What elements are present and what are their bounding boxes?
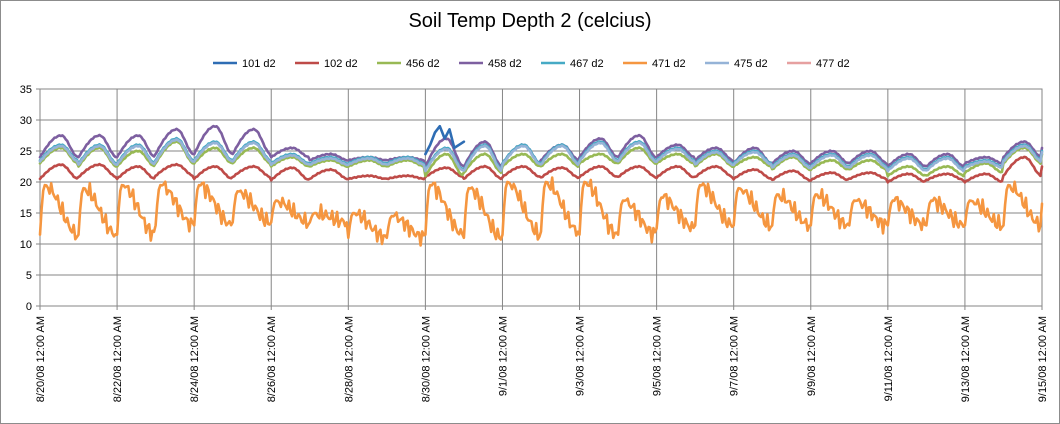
y-tick-label: 35 [20,84,32,96]
series-line-101-d2 [424,124,466,156]
y-axis: 0 5 10 15 20 25 30 35 [20,84,1042,313]
legend-label: 467 d2 [570,58,604,70]
legend-label: 458 d2 [488,58,522,70]
x-tick-label: 9/1/08 12:00 AM [497,316,509,396]
legend-label: 477 d2 [816,58,850,70]
series-line-475-d2 [38,138,1044,173]
x-tick-label: 8/28/08 12:00 AM [343,316,355,402]
legend-label: 475 d2 [734,58,768,70]
series-lines [38,124,1044,247]
x-axis: 8/20/08 12:00 AM 8/22/08 12:00 AM 8/24/08 … [35,306,1049,402]
legend-label: 471 d2 [652,58,686,70]
legend-label: 456 d2 [406,58,440,70]
x-tick-label: 9/7/08 12:00 AM [729,316,741,396]
x-tick-label: 9/15/08 12:00 AM [1037,316,1049,402]
x-tick-label: 8/26/08 12:00 AM [266,316,278,402]
grid-lines [39,88,1043,307]
x-tick-label: 9/5/08 12:00 AM [652,316,664,396]
y-tick-label: 25 [20,146,32,158]
y-tick-label: 30 [20,115,32,127]
x-tick-label: 8/24/08 12:00 AM [189,316,201,402]
plot-area [39,88,1043,307]
x-tick-label: 8/20/08 12:00 AM [35,316,47,402]
x-tick-label: 9/3/08 12:00 AM [575,316,587,396]
series-line-102-d2 [38,155,1044,184]
x-tick-label: 9/11/08 12:00 AM [883,316,895,401]
y-tick-label: 15 [20,208,32,220]
y-tick-label: 10 [20,239,32,251]
x-tick-label: 8/22/08 12:00 AM [112,316,124,402]
chart-title: Soil Temp Depth 2 (celcius) [408,10,652,32]
x-tick-label: 9/9/08 12:00 AM [806,316,818,396]
x-tick-label: 8/30/08 12:00 AM [420,316,432,402]
series-line-458-d2 [38,124,1044,169]
legend-label: 102 d2 [324,58,358,70]
x-tick-label: 9/13/08 12:00 AM [960,316,972,402]
y-tick-label: 0 [26,301,32,313]
legend-label: 101 d2 [242,58,276,70]
series-line-456-d2 [38,139,1044,178]
legend: 101 d2 102 d2 456 d2 458 d2 467 d2 471 d2 475 … [213,58,850,70]
y-tick-label: 5 [26,270,32,282]
y-tick-label: 20 [20,177,32,189]
series-line-471-d2 [38,176,1044,247]
